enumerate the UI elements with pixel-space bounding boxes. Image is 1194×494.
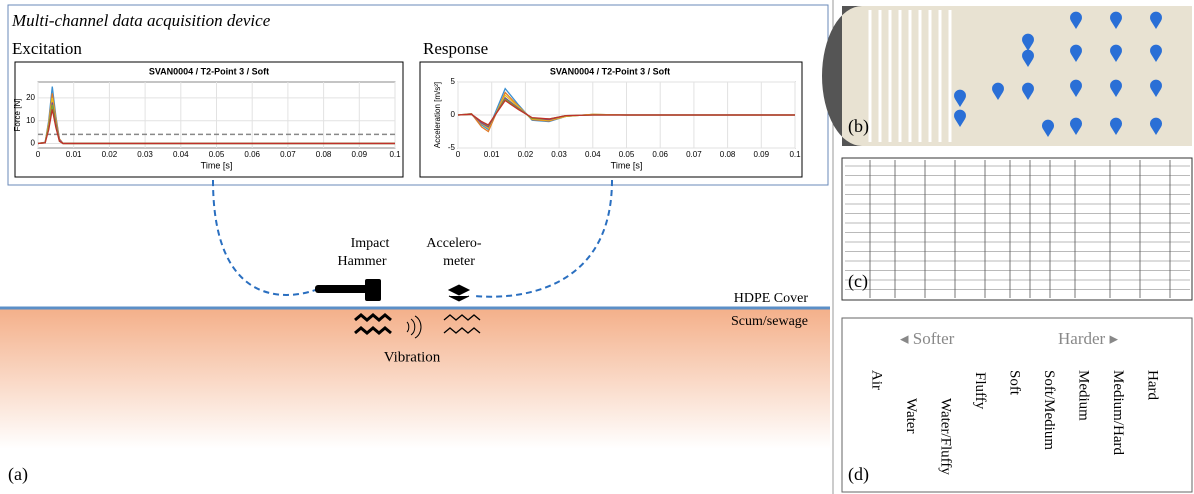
label: Hammer	[338, 254, 387, 269]
x-tick-label: 0.04	[173, 150, 189, 159]
class-label: Soft/Medium	[1041, 370, 1057, 450]
panel-label: (a)	[8, 464, 28, 485]
x-tick-label: 0.02	[518, 150, 534, 159]
y-tick-label: 10	[26, 116, 35, 125]
scan	[842, 158, 1192, 300]
y-tick-label: 5	[451, 77, 456, 86]
heading: Response	[423, 39, 488, 58]
class-label: Water/Fluffy	[938, 398, 954, 475]
panel-label: (b)	[848, 116, 869, 137]
label: Harder ▸	[1058, 329, 1118, 348]
x-tick-label: 0.06	[652, 150, 668, 159]
heading: Excitation	[12, 39, 82, 58]
label: HDPE Cover	[734, 291, 809, 306]
panel-label: (c)	[848, 271, 868, 292]
class-label: Fluffy	[972, 372, 988, 410]
accelerometer-icon	[449, 285, 469, 301]
x-tick-label: 0.05	[619, 150, 635, 159]
class-label: Hard	[1145, 370, 1161, 400]
y-axis-label: Acceleration [m/s²]	[433, 82, 442, 148]
y-axis-label: Force [N]	[13, 99, 22, 132]
label: Scum/sewage	[731, 314, 808, 329]
x-tick-label: 0.08	[316, 150, 332, 159]
hammer-icon	[315, 279, 381, 301]
x-tick-label: 0.08	[720, 150, 736, 159]
label: Impact	[351, 236, 390, 251]
figure: Multi-channel data acquisition device Ex…	[0, 0, 1194, 494]
x-tick-label: 0.1	[789, 150, 801, 159]
x-tick-label: 0.06	[244, 150, 260, 159]
x-tick-label: 0.1	[389, 150, 401, 159]
device-title: Multi-channel data acquisition device	[11, 11, 271, 30]
class-label: Medium	[1076, 370, 1092, 421]
x-tick-label: 0.03	[551, 150, 567, 159]
x-axis-label: Time [s]	[201, 160, 233, 170]
class-label: Soft	[1007, 370, 1023, 396]
x-tick-label: 0.04	[585, 150, 601, 159]
class-label: Air	[869, 370, 885, 390]
x-tick-label: 0.05	[209, 150, 225, 159]
chart-title: SVAN0004 / T2-Point 3 / Soft	[550, 66, 670, 76]
x-tick-label: 0.01	[484, 150, 500, 159]
x-tick-label: 0.09	[352, 150, 368, 159]
x-axis-label: Time [s]	[611, 160, 643, 170]
x-tick-label: 0.07	[686, 150, 702, 159]
cable	[475, 180, 612, 297]
sewage	[0, 309, 830, 449]
y-tick-label: 0	[451, 110, 456, 119]
x-tick-label: 0	[36, 150, 41, 159]
y-tick-label: 20	[26, 93, 35, 102]
x-tick-label: 0.03	[137, 150, 153, 159]
class-label: Medium/Hard	[1110, 370, 1126, 455]
legend-box	[842, 318, 1192, 492]
y-tick-label: 0	[31, 139, 36, 148]
chart-title: SVAN0004 / T2-Point 3 / Soft	[149, 66, 269, 76]
photo	[822, 6, 1192, 146]
label: ◂ Softer	[900, 329, 955, 348]
class-label: Water	[903, 398, 919, 433]
x-tick-label: 0.07	[280, 150, 296, 159]
x-tick-label: 0	[456, 150, 461, 159]
cable	[213, 180, 318, 295]
y-tick-label: -5	[448, 143, 456, 152]
panel-label: (d)	[848, 464, 869, 485]
label: meter	[443, 254, 475, 269]
x-tick-label: 0.02	[102, 150, 118, 159]
label: Accelero-	[426, 236, 482, 251]
x-tick-label: 0.09	[754, 150, 770, 159]
label: Vibration	[384, 349, 441, 365]
x-tick-label: 0.01	[66, 150, 82, 159]
